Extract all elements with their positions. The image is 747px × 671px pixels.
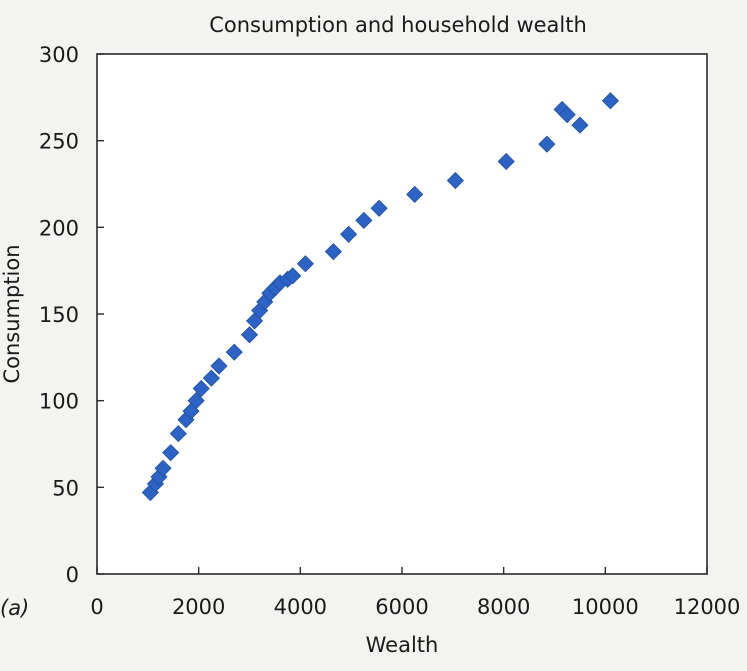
data-point xyxy=(225,343,243,361)
data-point xyxy=(324,243,342,261)
y-tick-label: 50 xyxy=(52,476,79,500)
data-point xyxy=(406,185,424,203)
data-point xyxy=(601,92,619,110)
x-tick-label: 0 xyxy=(90,595,103,619)
y-tick-label: 150 xyxy=(39,303,79,327)
data-point xyxy=(154,459,172,477)
x-tick-label: 2000 xyxy=(172,595,225,619)
y-tick-label: 200 xyxy=(39,216,79,240)
data-points xyxy=(141,92,619,502)
x-tick-label: 6000 xyxy=(375,595,428,619)
data-point xyxy=(340,225,358,243)
x-tick-label: 4000 xyxy=(274,595,327,619)
y-tick-label: 300 xyxy=(39,43,79,67)
data-point xyxy=(446,171,464,190)
y-axis-label: Consumption xyxy=(0,244,24,383)
data-point xyxy=(192,379,210,398)
chart-title: Consumption and household wealth xyxy=(209,13,587,37)
y-tick-label: 250 xyxy=(39,130,79,154)
x-tick-label: 8000 xyxy=(477,595,530,619)
data-point xyxy=(169,425,187,443)
data-point xyxy=(284,267,302,285)
x-axis-label: Wealth xyxy=(366,633,439,657)
data-point xyxy=(202,369,220,387)
data-point xyxy=(240,326,259,344)
data-point xyxy=(162,444,180,462)
x-tick-label: 10000 xyxy=(572,595,639,619)
data-point xyxy=(296,255,314,273)
data-point xyxy=(370,199,388,217)
y-tick-label: 0 xyxy=(66,563,79,587)
plot-area xyxy=(96,53,708,575)
data-point xyxy=(558,106,576,124)
panel-label: (a) xyxy=(0,596,29,620)
x-tick-label: 12000 xyxy=(674,595,741,619)
data-point xyxy=(187,392,205,410)
x-axis: 0 2000 4000 6000 8000 10000 12000 xyxy=(90,567,740,619)
data-point xyxy=(355,211,373,229)
y-axis: 0 50 100 150 200 250 300 xyxy=(39,43,104,587)
data-point xyxy=(210,357,228,375)
data-point xyxy=(497,152,515,171)
data-point xyxy=(571,116,589,134)
y-tick-label: 100 xyxy=(39,390,79,414)
data-point xyxy=(538,135,556,153)
